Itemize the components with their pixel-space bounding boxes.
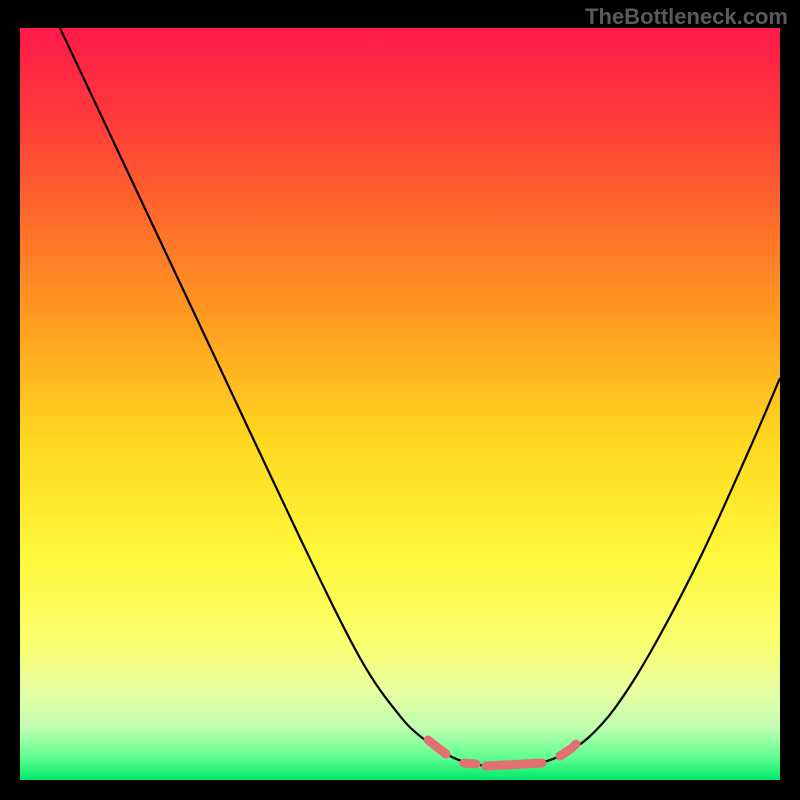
plot-area [20, 28, 780, 780]
bottleneck-curve [60, 28, 780, 766]
highlight-strokes [428, 740, 576, 766]
watermark-text: TheBottleneck.com [585, 4, 788, 30]
curve-layer [20, 28, 780, 780]
